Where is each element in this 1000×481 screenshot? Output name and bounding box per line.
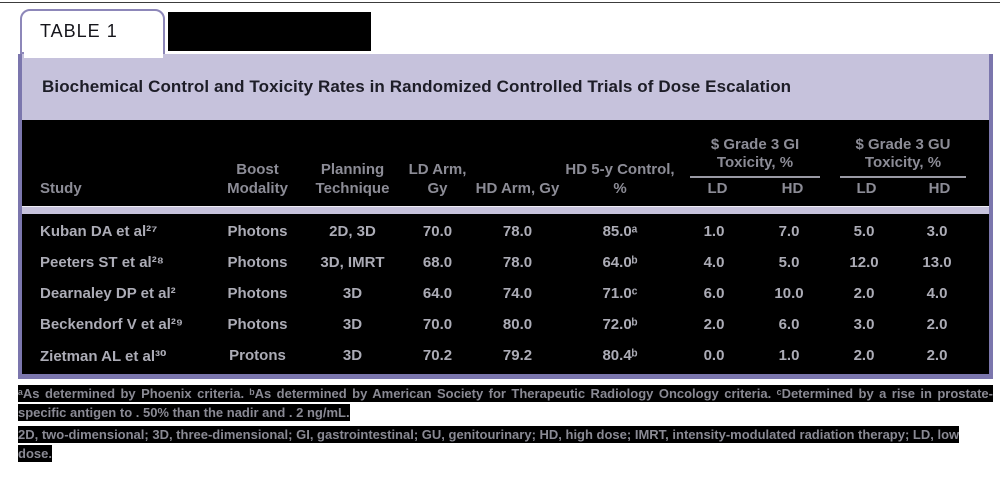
cell-planning-technique: 3D bbox=[342, 347, 363, 364]
cell-gi-hd: 1.0 bbox=[778, 347, 800, 364]
cell-study: Kuban DA et al²⁷ bbox=[40, 223, 158, 240]
cell-study: Zietman AL et al³⁰ bbox=[40, 347, 167, 365]
table-title: Biochemical Control and Toxicity Rates i… bbox=[42, 77, 792, 96]
footnotes: ᵃAs determined by Phoenix criteria. ᵇAs … bbox=[18, 384, 993, 463]
col-header-ld-arm: LD Arm, Gy bbox=[408, 161, 467, 197]
col-header-study: Study bbox=[40, 179, 82, 197]
cell-hd-5y-control: 80.4ᵇ bbox=[602, 347, 638, 364]
table-card: Biochemical Control and Toxicity Rates i… bbox=[18, 54, 993, 379]
cell-ld-arm: 70.0 bbox=[422, 223, 453, 240]
gi-ld-subheader: LD bbox=[707, 179, 728, 197]
cell-study: Peeters ST et al²⁸ bbox=[40, 254, 164, 271]
col-header-hd-5y-control: HD 5-y Control, % bbox=[565, 161, 675, 197]
cell-gi-hd: 5.0 bbox=[778, 254, 800, 271]
cell-hd-arm: 79.2 bbox=[502, 347, 533, 364]
cell-boost-modality: Photons bbox=[227, 254, 288, 271]
cell-gu-ld: 5.0 bbox=[853, 223, 875, 240]
cell-gi-hd: 10.0 bbox=[774, 285, 804, 302]
cell-gi-hd: 7.0 bbox=[778, 223, 800, 240]
cell-boost-modality: Photons bbox=[227, 223, 288, 240]
cell-gu-hd: 3.0 bbox=[926, 223, 948, 240]
cell-study: Dearnaley DP et al² bbox=[40, 285, 176, 302]
cell-study: Beckendorf V et al²⁹ bbox=[40, 316, 183, 333]
cell-gu-hd: 13.0 bbox=[922, 254, 952, 271]
cell-hd-arm: 78.0 bbox=[502, 254, 533, 271]
table-number-tab: TABLE 1 bbox=[20, 9, 165, 54]
cell-boost-modality: Photons bbox=[227, 285, 288, 302]
cell-gi-ld: 6.0 bbox=[703, 285, 725, 302]
gi-hd-subheader: HD bbox=[781, 179, 804, 197]
cell-hd-arm: 74.0 bbox=[502, 285, 533, 302]
cell-gi-ld: 0.0 bbox=[703, 347, 725, 364]
cell-gu-ld: 3.0 bbox=[853, 316, 875, 333]
cell-hd-arm: 78.0 bbox=[502, 223, 533, 240]
gu-toxicity-group-label: $ Grade 3 GU Toxicity, % bbox=[840, 136, 966, 178]
col-group-gi-toxicity: $ Grade 3 GI Toxicity, % LD HD bbox=[680, 136, 830, 198]
tab-base-connector bbox=[24, 52, 163, 58]
gu-hd-subheader: HD bbox=[928, 179, 951, 197]
cell-hd-5y-control: 71.0ᶜ bbox=[602, 285, 638, 302]
table-row: Beckendorf V et al²⁹ Photons 3D 70.0 80.0 72.… bbox=[40, 309, 989, 340]
cell-gu-ld: 12.0 bbox=[849, 254, 879, 271]
table-header-row: Study Boost Modality Planning Technique … bbox=[22, 120, 989, 206]
header-body-separator bbox=[22, 206, 989, 214]
cell-gi-ld: 2.0 bbox=[703, 316, 725, 333]
cell-hd-arm: 80.0 bbox=[502, 316, 533, 333]
page-top-rule bbox=[0, 2, 1000, 3]
col-group-gu-toxicity: $ Grade 3 GU Toxicity, % LD HD bbox=[830, 136, 976, 198]
redacted-box bbox=[168, 12, 371, 51]
table-row: Kuban DA et al²⁷ Photons 2D, 3D 70.0 78.0 85.… bbox=[40, 216, 989, 247]
cell-gu-ld: 2.0 bbox=[853, 285, 875, 302]
cell-boost-modality: Protons bbox=[229, 347, 286, 364]
cell-gu-hd: 2.0 bbox=[926, 347, 948, 364]
table-row: Dearnaley DP et al² Photons 3D 64.0 74.0 71.0… bbox=[40, 278, 989, 309]
col-header-boost-modality: Boost Modality bbox=[227, 161, 288, 197]
cell-gu-hd: 2.0 bbox=[926, 316, 948, 333]
cell-gu-ld: 2.0 bbox=[853, 347, 875, 364]
col-header-planning-technique: Planning Technique bbox=[315, 161, 390, 197]
footnote-abbreviations: 2D, two-dimensional; 3D, three-dimension… bbox=[18, 426, 960, 462]
cell-gi-hd: 6.0 bbox=[778, 316, 800, 333]
gu-toxicity-subheaders: LD HD bbox=[830, 180, 976, 198]
cell-hd-5y-control: 72.0ᵇ bbox=[602, 316, 638, 333]
cell-boost-modality: Photons bbox=[227, 316, 288, 333]
table-number-label: TABLE 1 bbox=[40, 21, 118, 41]
table-row: Zietman AL et al³⁰ Protons 3D 70.2 79.2 80.4ᵇ… bbox=[40, 340, 989, 371]
table-title-band: Biochemical Control and Toxicity Rates i… bbox=[22, 54, 989, 120]
cell-planning-technique: 3D, IMRT bbox=[320, 254, 385, 271]
cell-gi-ld: 4.0 bbox=[703, 254, 725, 271]
cell-hd-5y-control: 85.0ᵃ bbox=[602, 223, 638, 240]
gi-toxicity-subheaders: LD HD bbox=[680, 180, 830, 198]
cell-ld-arm: 64.0 bbox=[422, 285, 453, 302]
cell-ld-arm: 68.0 bbox=[422, 254, 453, 271]
cell-ld-arm: 70.2 bbox=[422, 347, 453, 364]
cell-planning-technique: 3D bbox=[342, 316, 363, 333]
cell-ld-arm: 70.0 bbox=[422, 316, 453, 333]
footnote-criteria: ᵃAs determined by Phoenix criteria. ᵇAs … bbox=[18, 385, 993, 421]
cell-gu-hd: 4.0 bbox=[926, 285, 948, 302]
table-row: Peeters ST et al²⁸ Photons 3D, IMRT 68.0 78.… bbox=[40, 247, 989, 278]
cell-planning-technique: 3D bbox=[342, 285, 363, 302]
col-header-hd-arm: HD Arm, Gy bbox=[475, 179, 560, 197]
cell-gi-ld: 1.0 bbox=[703, 223, 725, 240]
cell-hd-5y-control: 64.0ᵇ bbox=[602, 254, 638, 271]
cell-planning-technique: 2D, 3D bbox=[329, 223, 376, 240]
table-body: Kuban DA et al²⁷ Photons 2D, 3D 70.0 78.0 85.… bbox=[22, 214, 989, 374]
gi-toxicity-group-label: $ Grade 3 GI Toxicity, % bbox=[690, 136, 820, 178]
gu-ld-subheader: LD bbox=[856, 179, 877, 197]
